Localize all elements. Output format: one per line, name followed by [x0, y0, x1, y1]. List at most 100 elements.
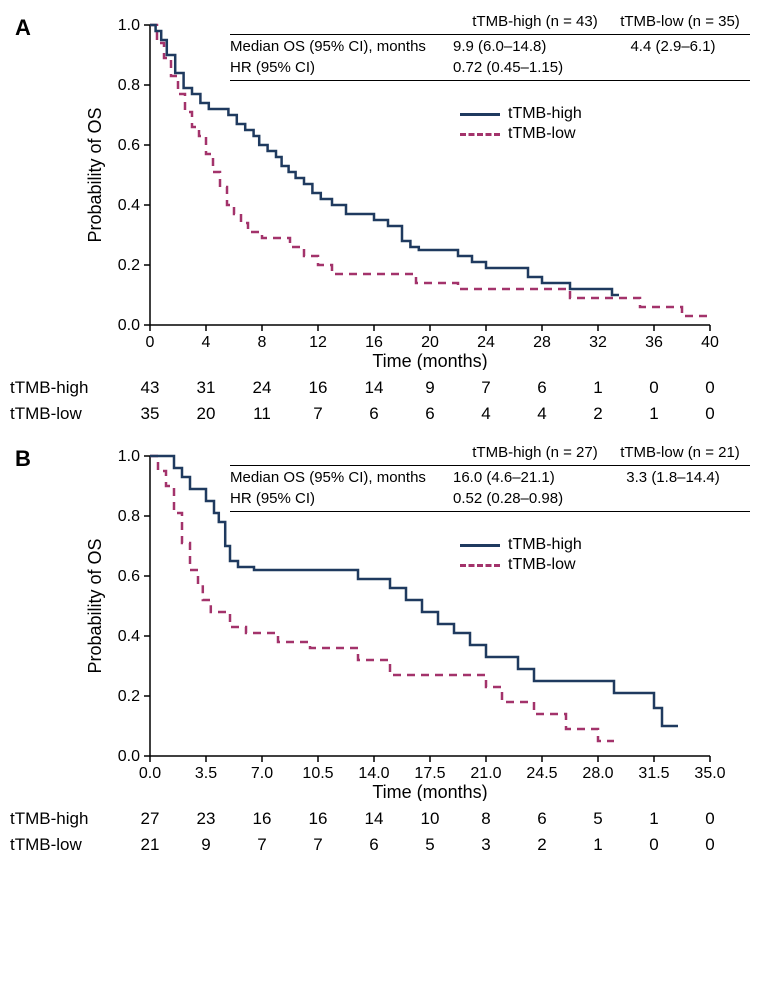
svg-text:0.0: 0.0 — [118, 748, 140, 765]
risk-cell: 24 — [234, 375, 290, 401]
risk-row: tTMB-low35201176644210 — [10, 401, 759, 427]
svg-text:Time (months): Time (months) — [372, 351, 487, 370]
svg-text:3.5: 3.5 — [195, 765, 217, 782]
svg-text:0.8: 0.8 — [118, 508, 140, 525]
svg-text:16: 16 — [365, 334, 383, 351]
svg-text:0.0: 0.0 — [118, 317, 140, 334]
svg-text:35.0: 35.0 — [694, 765, 725, 782]
risk-row-label: tTMB-high — [10, 375, 100, 401]
legend-low-label: tTMB-low — [508, 125, 576, 143]
risk-cell: 27 — [122, 806, 178, 832]
risk-cell: 6 — [346, 832, 402, 858]
svg-text:0.2: 0.2 — [118, 688, 140, 705]
risk-cell: 7 — [290, 401, 346, 427]
svg-text:32: 32 — [589, 334, 607, 351]
panel-b: B Probability of OS 0.00.20.40.60.81.00.… — [10, 446, 759, 857]
sum-b-r2l: HR (95% CI) — [230, 489, 445, 509]
risk-cell: 3 — [458, 832, 514, 858]
svg-text:17.5: 17.5 — [414, 765, 445, 782]
risk-cell: 4 — [514, 401, 570, 427]
risk-cell: 16 — [290, 375, 346, 401]
panel-a-chart: 0.00.20.40.60.81.00481216202428323640Tim… — [100, 15, 759, 370]
risk-row-label: tTMB-low — [10, 401, 100, 427]
risk-cell: 21 — [122, 832, 178, 858]
panel-b-label: B — [15, 446, 31, 472]
sum-a-r2v1: 0.72 (0.45–1.15) — [445, 58, 603, 78]
svg-text:36: 36 — [645, 334, 663, 351]
sum-b-r1v1: 16.0 (4.6–21.1) — [445, 468, 603, 488]
risk-cell: 11 — [234, 401, 290, 427]
svg-text:0.2: 0.2 — [118, 257, 140, 274]
risk-row-label: tTMB-low — [10, 832, 100, 858]
svg-text:0.6: 0.6 — [118, 137, 140, 154]
sum-b-col1: tTMB-high (n = 27) — [460, 443, 610, 463]
risk-row: tTMB-high27231616141086510 — [10, 806, 759, 832]
panel-a: A Probability of OS 0.00.20.40.60.81.004… — [10, 15, 759, 426]
risk-cell: 0 — [682, 375, 738, 401]
svg-text:20: 20 — [421, 334, 439, 351]
svg-text:0.4: 0.4 — [118, 197, 140, 214]
svg-text:4: 4 — [202, 334, 211, 351]
sum-b-r2v1: 0.52 (0.28–0.98) — [445, 489, 603, 509]
legend-low-b: tTMB-low — [460, 556, 582, 574]
panel-b-summary: tTMB-high (n = 27) tTMB-low (n = 21) Med… — [230, 443, 750, 514]
risk-cell: 23 — [178, 806, 234, 832]
risk-cell: 16 — [234, 806, 290, 832]
svg-text:0.8: 0.8 — [118, 77, 140, 94]
risk-cell: 14 — [346, 375, 402, 401]
risk-cell: 43 — [122, 375, 178, 401]
svg-text:0.0: 0.0 — [139, 765, 161, 782]
svg-text:40: 40 — [701, 334, 719, 351]
svg-text:21.0: 21.0 — [470, 765, 501, 782]
risk-cell: 0 — [682, 401, 738, 427]
risk-cell: 1 — [570, 375, 626, 401]
svg-text:Time (months): Time (months) — [372, 782, 487, 801]
svg-text:0.4: 0.4 — [118, 628, 140, 645]
risk-cell: 4 — [458, 401, 514, 427]
sum-b-r1l: Median OS (95% CI), months — [230, 468, 445, 488]
risk-cell: 9 — [178, 832, 234, 858]
risk-cell: 6 — [346, 401, 402, 427]
risk-cell: 31 — [178, 375, 234, 401]
legend-low-label-b: tTMB-low — [508, 556, 576, 574]
sum-a-r1v2: 4.4 (2.9–6.1) — [603, 37, 743, 57]
risk-row: tTMB-high4331241614976100 — [10, 375, 759, 401]
panel-b-chart: 0.00.20.40.60.81.00.03.57.010.514.017.52… — [100, 446, 759, 801]
risk-cell: 14 — [346, 806, 402, 832]
risk-cell: 8 — [458, 806, 514, 832]
panel-a-legend: tTMB-high tTMB-low — [460, 105, 582, 145]
svg-text:28: 28 — [533, 334, 551, 351]
risk-cell: 2 — [570, 401, 626, 427]
sum-b-col2: tTMB-low (n = 21) — [610, 443, 750, 463]
svg-text:1.0: 1.0 — [118, 448, 140, 465]
risk-cell: 35 — [122, 401, 178, 427]
risk-cell: 6 — [514, 375, 570, 401]
risk-cell: 0 — [682, 832, 738, 858]
svg-text:8: 8 — [258, 334, 267, 351]
panel-a-summary: tTMB-high (n = 43) tTMB-low (n = 35) Med… — [230, 12, 750, 83]
svg-text:28.0: 28.0 — [582, 765, 613, 782]
risk-cell: 7 — [234, 832, 290, 858]
sum-a-r2l: HR (95% CI) — [230, 58, 445, 78]
risk-cell: 0 — [682, 806, 738, 832]
risk-row: tTMB-low219776532100 — [10, 832, 759, 858]
svg-text:31.5: 31.5 — [638, 765, 669, 782]
risk-cell: 5 — [570, 806, 626, 832]
risk-cell: 0 — [626, 375, 682, 401]
risk-cell: 16 — [290, 806, 346, 832]
risk-cell: 1 — [626, 401, 682, 427]
risk-cell: 7 — [458, 375, 514, 401]
svg-text:0.6: 0.6 — [118, 568, 140, 585]
legend-low: tTMB-low — [460, 125, 582, 143]
svg-text:1.0: 1.0 — [118, 17, 140, 34]
legend-high: tTMB-high — [460, 105, 582, 123]
legend-high-b: tTMB-high — [460, 536, 582, 554]
panel-a-label: A — [15, 15, 31, 41]
risk-row-label: tTMB-high — [10, 806, 100, 832]
legend-high-label-b: tTMB-high — [508, 536, 582, 554]
risk-cell: 10 — [402, 806, 458, 832]
risk-cell: 2 — [514, 832, 570, 858]
risk-cell: 1 — [570, 832, 626, 858]
svg-text:10.5: 10.5 — [302, 765, 333, 782]
sum-a-r1v1: 9.9 (6.0–14.8) — [445, 37, 603, 57]
